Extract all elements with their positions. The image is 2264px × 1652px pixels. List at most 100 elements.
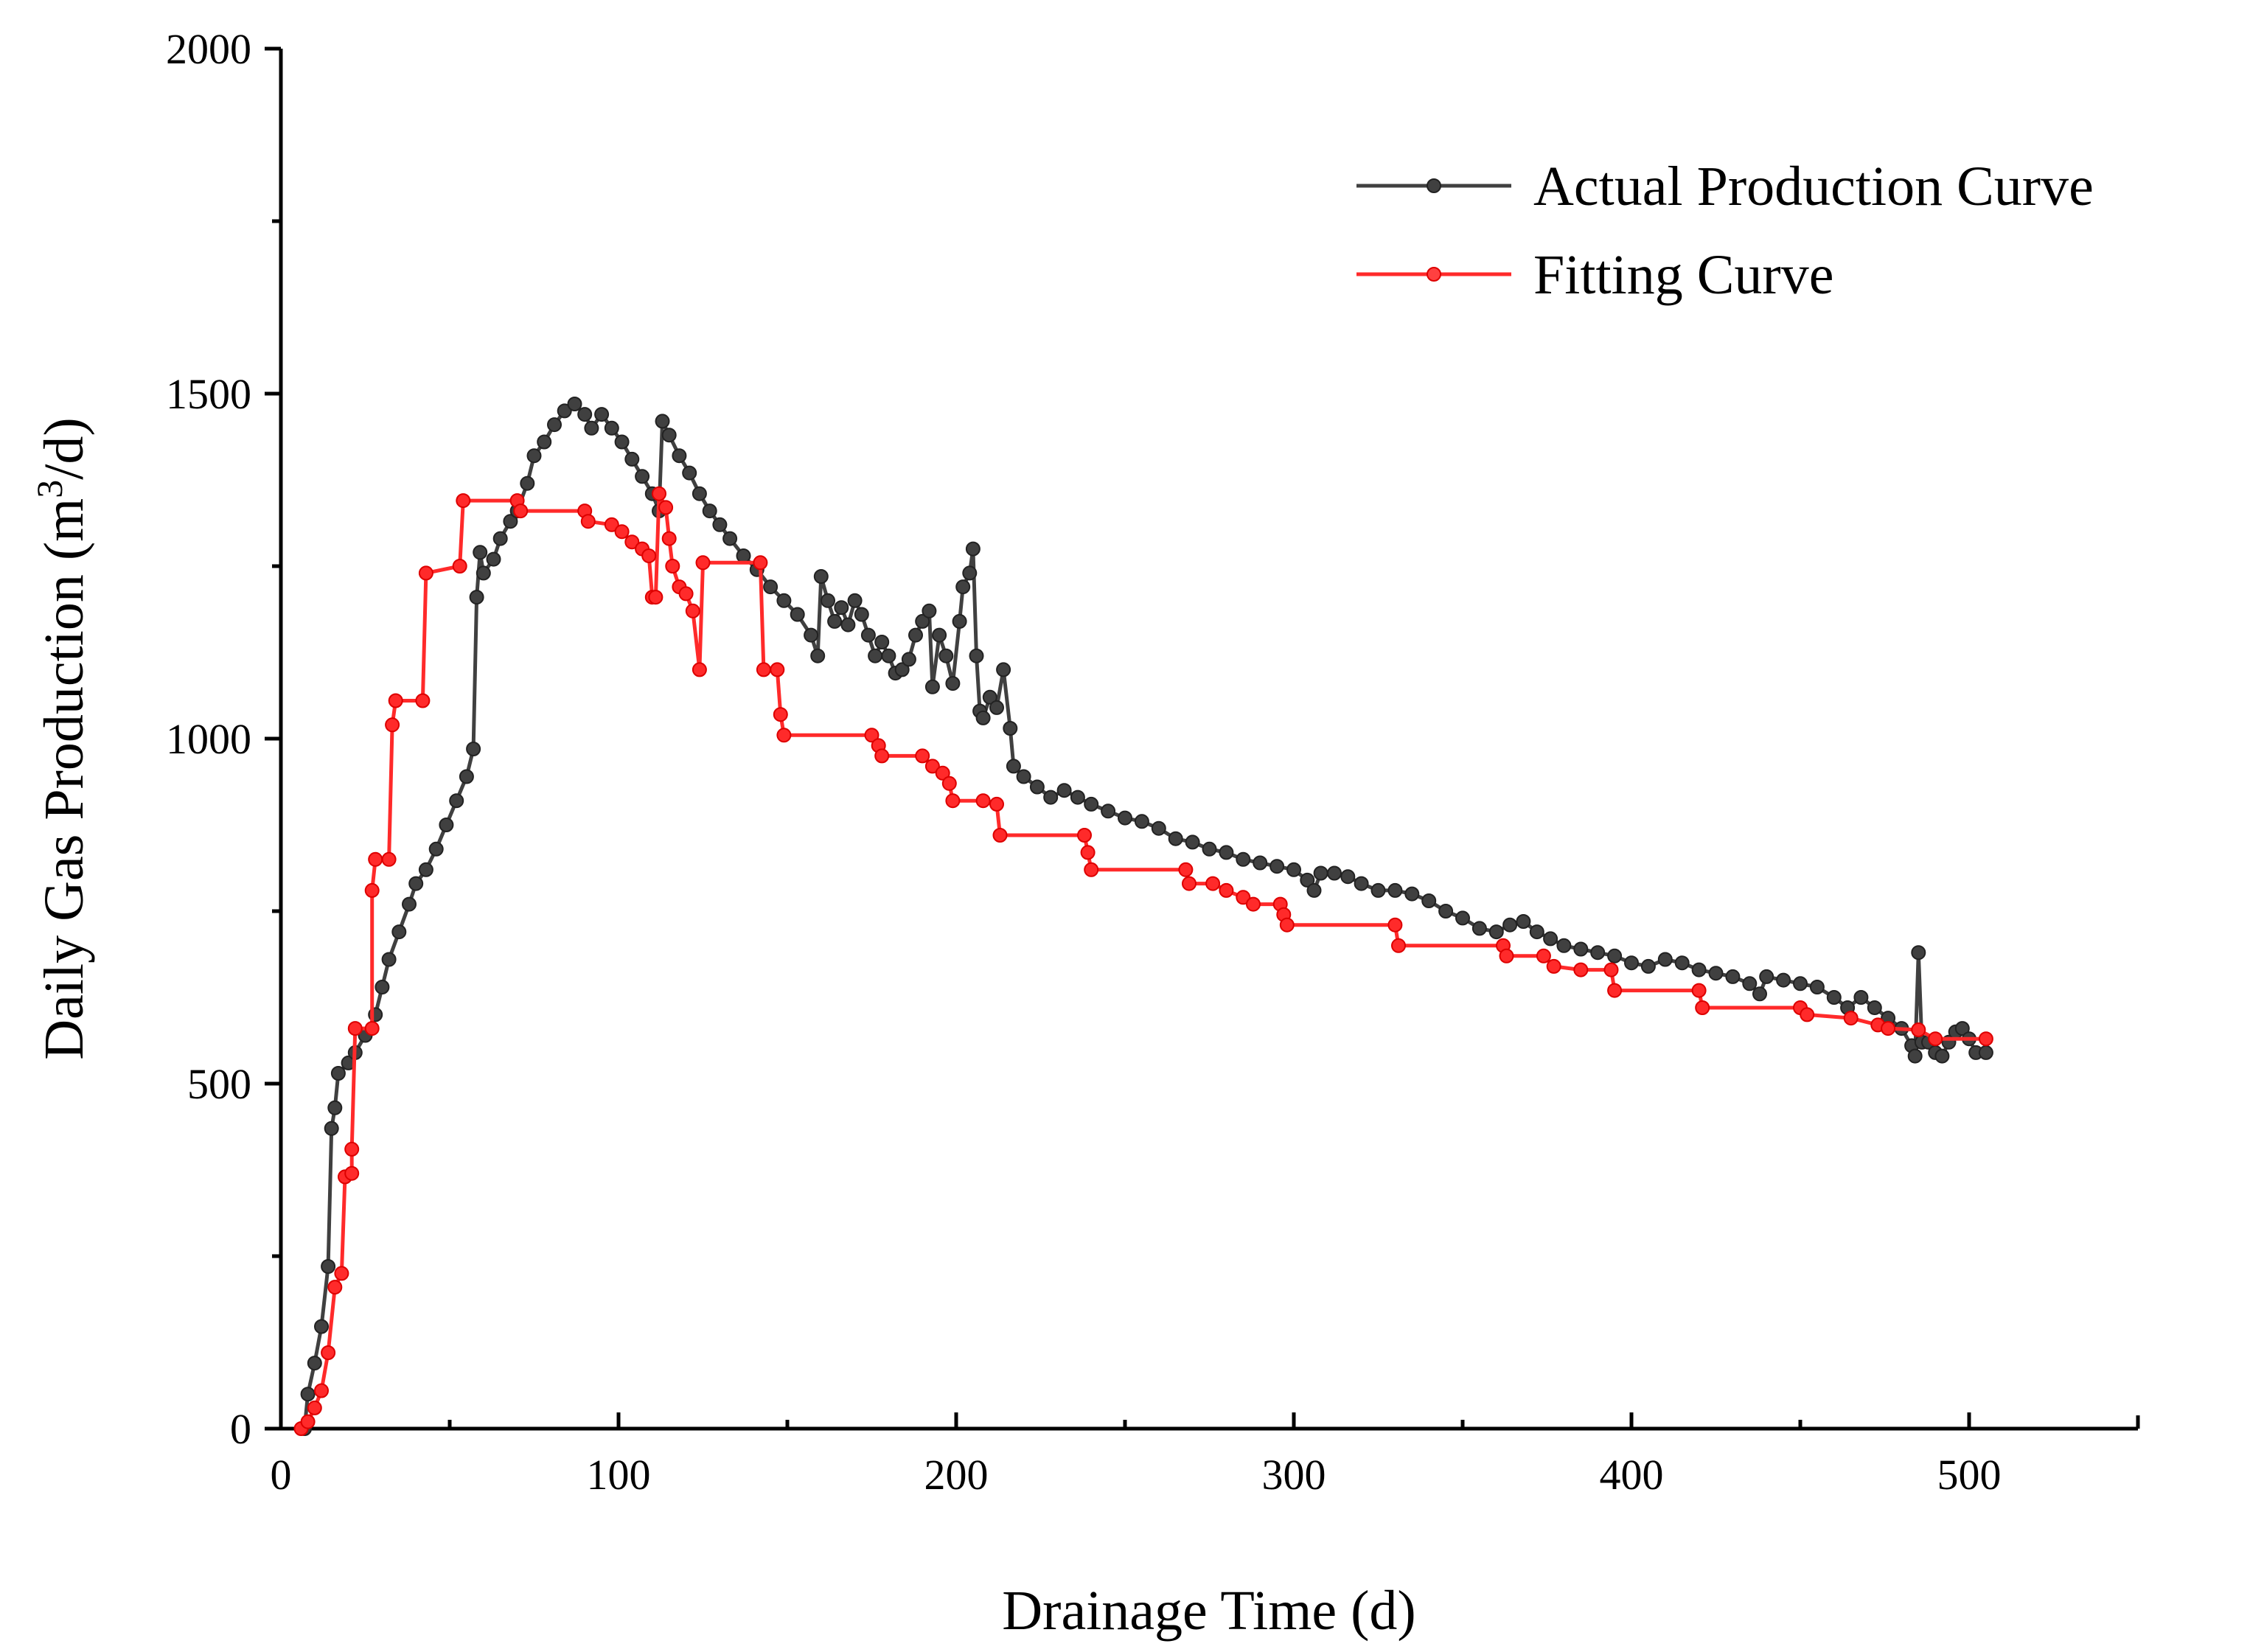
data-point-actual <box>547 417 562 433</box>
data-point-fitting <box>874 748 890 764</box>
data-point-actual <box>874 635 890 649</box>
data-point-fitting <box>1084 862 1099 877</box>
data-point-actual <box>1978 1045 1993 1060</box>
data-point-fitting <box>661 531 677 546</box>
data-point-actual <box>1911 945 1926 961</box>
data-point-actual <box>402 896 417 912</box>
data-point-actual <box>1607 948 1623 963</box>
data-point-fitting <box>776 728 792 743</box>
data-point-actual <box>391 924 407 940</box>
data-point-fitting <box>864 728 880 743</box>
data-point-actual <box>1404 886 1420 902</box>
data-point-fitting <box>1499 948 1514 963</box>
data-point-fitting <box>924 759 940 774</box>
data-point-fitting <box>915 748 930 764</box>
data-point-actual <box>1286 862 1301 877</box>
data-point-fitting <box>770 662 785 677</box>
data-point-actual <box>945 676 961 691</box>
data-point-fitting <box>1928 1031 1943 1047</box>
data-point-actual <box>682 465 697 481</box>
data-point-fitting <box>658 500 674 515</box>
data-point-actual <box>854 607 869 622</box>
data-point-fitting <box>347 1021 363 1036</box>
data-point-actual <box>790 607 805 622</box>
data-point-actual <box>1793 976 1808 991</box>
data-point-actual <box>321 1259 336 1274</box>
data-point-fitting <box>648 590 663 605</box>
data-point-actual <box>1185 834 1200 850</box>
legend: Actual Production Curve Fitting Curve <box>1356 156 2094 306</box>
data-point-actual <box>915 613 930 629</box>
data-point-actual <box>776 593 792 608</box>
data-point-actual <box>813 569 829 584</box>
data-point-actual <box>314 1319 329 1334</box>
x-axis-title: Drainage Time (d) <box>1002 1580 1415 1642</box>
data-point-actual <box>1691 962 1707 977</box>
data-point-fitting <box>415 693 431 708</box>
data-point-actual <box>847 593 863 608</box>
data-point-actual <box>901 652 916 667</box>
data-point-actual <box>1954 1021 1970 1036</box>
data-point-fitting <box>314 1383 329 1398</box>
data-point-actual <box>1387 882 1403 898</box>
data-point-actual <box>1101 804 1116 819</box>
series-fitting <box>293 486 1993 1436</box>
x-tick-label: 0 <box>271 1451 292 1499</box>
data-point-actual <box>1340 869 1356 885</box>
data-point-actual <box>1759 969 1774 984</box>
data-point-actual <box>1084 796 1099 812</box>
y-tick-label: 0 <box>230 1405 251 1453</box>
y-axis-title-sup: 3 <box>29 480 70 498</box>
data-point-fitting <box>388 693 403 708</box>
x-tick-label: 300 <box>1262 1451 1326 1499</box>
data-point-fitting <box>685 603 700 618</box>
data-point-actual <box>881 648 896 663</box>
x-tick-label: 400 <box>1600 1451 1664 1499</box>
y-tick-label: 2000 <box>166 25 251 73</box>
data-point-actual <box>810 648 826 663</box>
data-point-actual <box>1016 769 1031 784</box>
data-point-actual <box>324 1120 339 1136</box>
x-ticks: 0 100 200 300 400 500 <box>271 1412 2002 1499</box>
data-point-actual <box>821 593 835 608</box>
y-axis-title-suffix: /d) <box>33 417 95 479</box>
data-point-fitting <box>1205 876 1221 891</box>
data-point-fitting <box>756 662 771 677</box>
data-point-fitting <box>321 1345 336 1360</box>
data-point-actual <box>327 1100 343 1115</box>
y-tick-label: 1500 <box>166 370 251 418</box>
data-point-actual <box>1516 914 1531 929</box>
data-point-actual <box>1543 931 1558 947</box>
data-point-fitting <box>604 517 619 532</box>
data-point-fitting <box>1603 962 1619 977</box>
data-point-actual <box>655 414 670 429</box>
data-point-actual <box>938 648 954 663</box>
data-point-actual <box>408 876 424 891</box>
legend-item-actual: Actual Production Curve <box>1356 156 2094 217</box>
data-point-actual <box>1455 910 1470 926</box>
data-point-actual <box>1006 759 1021 774</box>
data-point-actual <box>1776 972 1791 988</box>
data-point-actual <box>1826 990 1842 1005</box>
data-point-actual <box>1202 841 1217 857</box>
data-point-actual <box>1118 810 1132 826</box>
data-point-fitting <box>1800 1007 1815 1022</box>
data-point-actual <box>962 565 978 581</box>
data-point-fitting <box>945 793 961 809</box>
data-point-actual <box>449 793 464 809</box>
data-point-actual <box>1168 831 1183 846</box>
data-point-actual <box>381 952 397 967</box>
data-point-actual <box>1370 882 1386 898</box>
data-point-actual <box>1809 980 1825 994</box>
data-point-actual <box>763 579 779 595</box>
data-point-actual <box>459 769 474 784</box>
data-point-actual <box>1502 917 1518 933</box>
data-point-fitting <box>580 514 596 529</box>
series-line-fitting <box>299 492 1986 1430</box>
data-point-fitting <box>1178 862 1194 877</box>
data-point-actual <box>955 579 971 595</box>
data-point-fitting <box>989 796 1004 812</box>
data-point-fitting <box>753 555 768 571</box>
data-point-actual <box>1471 921 1487 936</box>
